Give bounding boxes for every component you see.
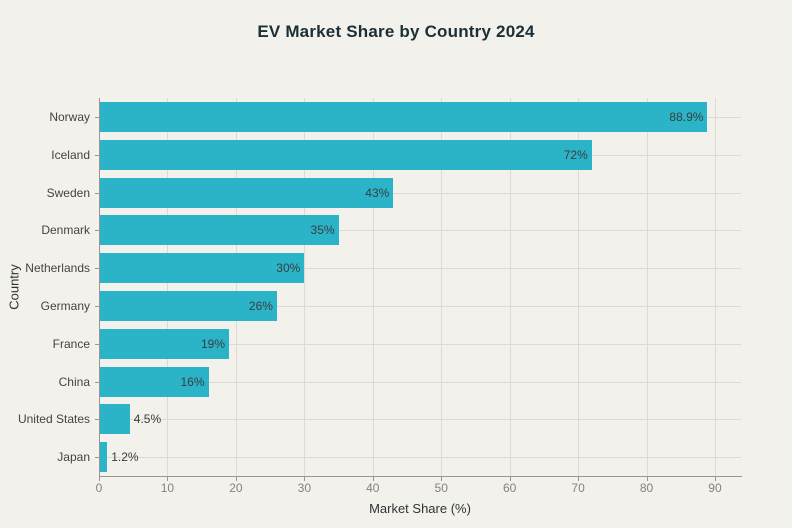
bar-japan — [99, 442, 108, 473]
y-tick-label: Iceland — [51, 147, 90, 162]
bar-germany — [99, 290, 277, 321]
y-axis-title: Country — [6, 264, 22, 310]
x-tick-mark — [714, 477, 716, 481]
bar-norway — [99, 101, 708, 132]
x-axis-line — [99, 476, 742, 477]
y-tick-mark — [95, 154, 99, 156]
bar-iceland — [99, 139, 592, 170]
x-gridline — [646, 98, 648, 476]
bar-value-label: 4.5% — [133, 412, 162, 427]
x-tick-mark — [235, 477, 237, 481]
y-tick-mark — [95, 268, 99, 270]
x-tick-label: 70 — [571, 481, 585, 495]
y-gridline — [99, 381, 741, 383]
bar-value-label: 35% — [310, 223, 335, 238]
x-tick-label: 60 — [502, 481, 517, 495]
x-gridline — [235, 98, 237, 476]
y-gridline — [99, 419, 741, 421]
x-tick-mark — [167, 477, 169, 481]
x-tick-label: 30 — [297, 481, 312, 495]
chart-title: EV Market Share by Country 2024 — [257, 22, 535, 41]
bar-value-label: 19% — [201, 336, 226, 351]
y-tick-mark — [95, 116, 99, 118]
bar-denmark — [99, 215, 339, 246]
x-tick-mark — [509, 477, 511, 481]
x-tick-label: 10 — [160, 481, 175, 495]
y-tick-mark — [95, 192, 99, 194]
y-tick-mark — [95, 230, 99, 232]
y-tick-mark — [95, 457, 99, 459]
x-tick-mark — [304, 477, 306, 481]
y-tick-label: Germany — [40, 298, 90, 313]
y-gridline — [99, 230, 741, 232]
x-tick-label: 40 — [366, 481, 380, 495]
x-tick-mark — [578, 477, 580, 481]
y-gridline — [99, 305, 741, 307]
y-tick-mark — [95, 381, 99, 383]
x-gridline — [441, 98, 443, 476]
bar-value-label: 26% — [248, 298, 273, 313]
y-axis-line — [99, 98, 100, 476]
y-tick-label: China — [58, 374, 90, 389]
y-tick-mark — [95, 343, 99, 345]
x-tick-mark — [99, 477, 100, 481]
x-tick-label: 20 — [229, 481, 243, 495]
x-tick-label: 90 — [708, 481, 722, 495]
bar-value-label: 30% — [276, 261, 301, 276]
x-tick-mark — [646, 477, 648, 481]
bar-china — [99, 366, 209, 397]
y-gridline — [99, 268, 741, 270]
bar-value-label: 72% — [563, 147, 588, 162]
x-tick-label: 80 — [639, 481, 654, 495]
x-gridline — [167, 98, 169, 476]
bar-value-label: 88.9% — [669, 109, 704, 124]
y-tick-label: Netherlands — [25, 261, 90, 276]
bar-value-label: 1.2% — [111, 450, 139, 465]
x-tick-label: 0 — [95, 481, 103, 495]
plot-area: 88.9% 72% 43% 35% 30% 26% 19% 16% 4.5% 1.2% — [99, 98, 741, 476]
x-tick-label: 50 — [434, 481, 448, 495]
y-tick-label: Denmark — [41, 223, 90, 238]
bar-sweden — [99, 177, 394, 208]
y-tick-label: Japan — [57, 450, 90, 465]
y-gridline — [99, 457, 741, 459]
y-gridline — [99, 192, 741, 194]
bar-netherlands — [99, 253, 305, 284]
x-gridline — [509, 98, 511, 476]
y-tick-label: France — [52, 336, 90, 351]
bar-united-states — [99, 404, 130, 435]
bar-value-label: 16% — [180, 374, 205, 389]
y-tick-label: United States — [17, 412, 90, 427]
x-tick-mark — [441, 477, 443, 481]
y-tick-mark — [95, 305, 99, 307]
y-tick-mark — [95, 419, 99, 421]
x-gridline — [372, 98, 374, 476]
bar-france — [99, 328, 230, 359]
x-tick-mark — [372, 477, 374, 481]
y-tick-label: Norway — [49, 109, 90, 124]
y-tick-label: Sweden — [46, 185, 90, 200]
x-gridline — [304, 98, 306, 476]
x-axis-title: Market Share (%) — [369, 501, 471, 516]
bar-value-label: 43% — [365, 185, 390, 200]
x-gridline — [578, 98, 580, 476]
y-gridline — [99, 343, 741, 345]
x-gridline — [714, 98, 716, 476]
